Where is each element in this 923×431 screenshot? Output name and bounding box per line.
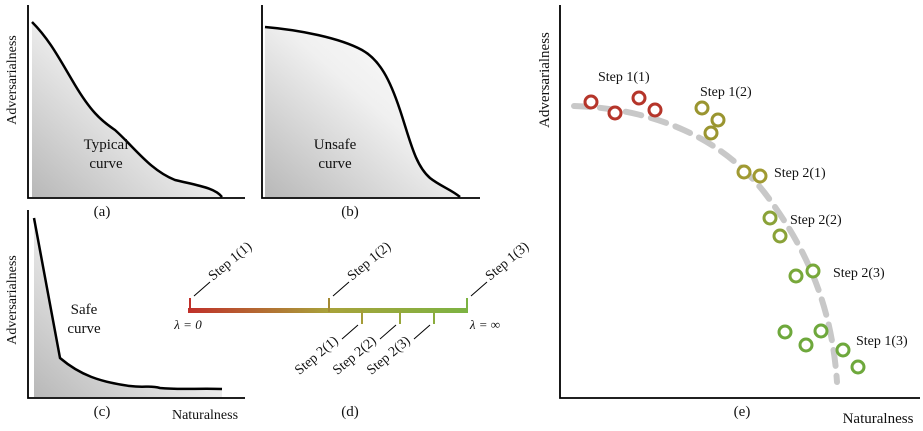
point-step-2-1	[736, 164, 752, 180]
panel-c-area	[34, 218, 222, 397]
e-label-step-2-1: Step 2(1)	[774, 166, 826, 181]
arrow-step-1-1	[193, 281, 211, 297]
panel-a-area	[32, 22, 222, 197]
panel-d: Step 1(1) Step 1(2) Step 1(3) Step 2(1) …	[173, 239, 532, 420]
panel-a-ylabel: Adversarialness	[5, 35, 20, 124]
point-step-1-2	[703, 125, 719, 141]
panel-b: Unsafe curve (b)	[261, 5, 480, 220]
label-step-1-3: Step 1(3)	[483, 239, 533, 284]
panel-b-curve-label-1: Unsafe	[314, 137, 357, 153]
arrow-step-1-2	[332, 281, 350, 297]
arrow-step-1-3	[470, 281, 488, 297]
arrow-step-2-1	[341, 324, 359, 340]
label-step-1-1: Step 1(1)	[206, 239, 256, 284]
panel-c-ylabel: Adversarialness	[5, 255, 20, 344]
point-step-2-1	[752, 168, 768, 184]
e-label-step-2-2: Step 2(2)	[790, 213, 842, 228]
panel-a-curve-label-2: curve	[89, 156, 123, 172]
panel-a: Adversarialness Typical curve (a)	[5, 5, 245, 220]
e-label-step-1-1: Step 1(1)	[598, 70, 650, 85]
e-label-step-2-3: Step 2(3)	[833, 266, 885, 281]
point-step-2-2	[762, 210, 778, 226]
panel-a-curve	[31, 21, 223, 198]
lambda-end-label: λ = ∞	[469, 317, 500, 332]
panel-b-area	[265, 27, 460, 197]
lambda-start-label: λ = 0	[173, 317, 202, 332]
panel-b-curve-label-2: curve	[318, 156, 352, 172]
trend-dashed-curve	[571, 103, 840, 385]
panel-c: Adversarialness Safe curve (c) Naturalne…	[5, 210, 245, 423]
point-step-1-3	[850, 359, 866, 375]
panel-b-curve	[264, 25, 461, 198]
point-step-1-1	[607, 105, 623, 121]
panel-c-curve-label-1: Safe	[71, 302, 98, 318]
e-label-step-1-3: Step 1(3)	[856, 334, 908, 349]
panel-e: Adversarialness Naturalness (e) Step 1(1…	[537, 5, 920, 427]
panel-b-axes	[261, 5, 480, 199]
point-step-1-1	[647, 102, 663, 118]
panel-c-curve	[32, 217, 223, 391]
point-step-1-3	[813, 323, 829, 339]
panel-e-axes	[559, 5, 920, 399]
panel-c-xlabel: Naturalness	[172, 408, 238, 423]
panel-d-caption: (d)	[341, 404, 359, 420]
panel-a-caption: (a)	[94, 204, 111, 220]
arrow-step-2-3	[413, 324, 431, 340]
panel-c-axes	[27, 210, 245, 399]
point-step-1-3	[777, 324, 793, 340]
panel-e-ylabel: Adversarialness	[537, 32, 553, 128]
arrow-step-2-2	[379, 324, 397, 340]
point-step-2-3	[788, 268, 804, 284]
point-step-1-1	[583, 94, 599, 110]
point-step-2-2	[772, 228, 788, 244]
point-step-1-3	[835, 342, 851, 358]
panel-e-caption: (e)	[734, 404, 751, 420]
e-label-step-1-2: Step 1(2)	[700, 85, 752, 100]
panel-e-xlabel: Naturalness	[843, 411, 914, 427]
panel-a-curve-label-1: Typical	[84, 137, 129, 153]
point-step-1-1	[631, 90, 647, 106]
point-step-1-2	[694, 100, 710, 116]
point-step-2-3	[805, 263, 821, 279]
panel-c-curve-label-2: curve	[67, 321, 101, 337]
label-step-1-2: Step 1(2)	[345, 239, 395, 284]
panel-b-caption: (b)	[341, 204, 359, 220]
point-step-1-3	[798, 337, 814, 353]
panel-a-axes	[27, 5, 245, 199]
point-step-1-2	[710, 112, 726, 128]
panel-c-caption: (c)	[94, 404, 111, 420]
